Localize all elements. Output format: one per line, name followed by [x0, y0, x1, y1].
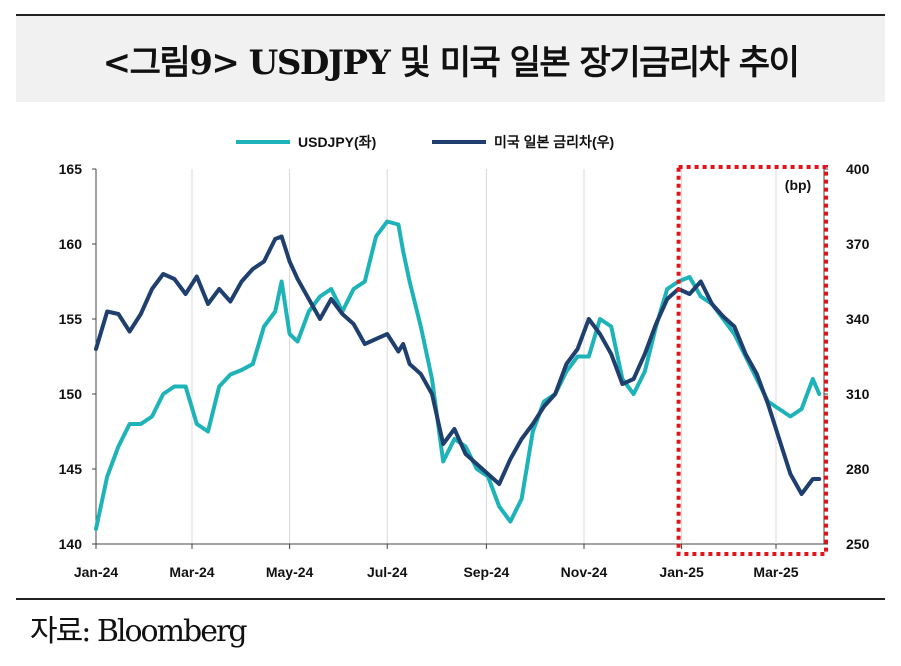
x-tick-label: Jan-25 [659, 564, 704, 580]
x-tick-label: Jul-24 [367, 564, 408, 580]
y-left-tick-label: 160 [59, 236, 83, 252]
y-right-tick-label: 250 [846, 536, 870, 552]
chart-area: 140 145 150 155 160 165 250 280 310 340 370 400 Jan-… [0, 110, 901, 590]
title-band: <그림9> USDJPY 및 미국 일본 장기금리차 추이 [16, 16, 885, 102]
y-right-tick-label: 370 [846, 236, 870, 252]
x-tick-label: Mar-24 [169, 564, 214, 580]
usdjpy-series-line [94, 219, 822, 531]
spread-series-line [94, 234, 822, 496]
x-tick-label: Mar-25 [753, 564, 798, 580]
y-left-tick-label: 150 [59, 386, 83, 402]
x-tick-label: Jan-24 [74, 564, 119, 580]
line-chart: 140 145 150 155 160 165 250 280 310 340 370 400 Jan-… [59, 134, 870, 580]
y-right-tick-label: 340 [846, 311, 870, 327]
legend-label-usdjpy: USDJPY(좌) [298, 134, 376, 150]
bottom-rule [16, 598, 885, 600]
y-right-unit-label: (bp) [785, 177, 811, 193]
legend-label-spread: 미국 일본 금리차(우) [494, 134, 614, 150]
y-right-tick-label: 280 [846, 461, 870, 477]
y-left-tick-label: 145 [59, 461, 83, 477]
y-left-tick-label: 155 [59, 311, 83, 327]
y-right-tick-label: 400 [846, 161, 870, 177]
x-tick-label: Sep-24 [463, 564, 509, 580]
chart-title: <그림9> USDJPY 및 미국 일본 장기금리차 추이 [102, 42, 800, 83]
y-left-tick-label: 165 [59, 161, 83, 177]
x-tick-label: Nov-24 [561, 564, 608, 580]
x-tick-label: May-24 [266, 564, 314, 580]
y-left-tick-label: 140 [59, 536, 83, 552]
source-note: 자료: Bloomberg [30, 614, 248, 649]
y-right-tick-label: 310 [846, 386, 870, 402]
top-rule [16, 14, 885, 16]
highlight-box [676, 165, 828, 556]
